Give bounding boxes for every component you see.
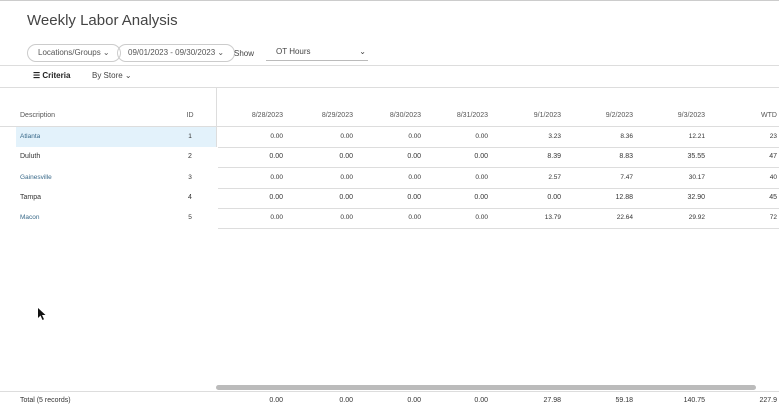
divider (0, 65, 779, 66)
cell: 45 (769, 193, 777, 201)
cell: 0.00 (340, 133, 353, 140)
row-label: Gainesville (20, 173, 52, 181)
cell: 0.00 (408, 133, 421, 140)
selected-row (16, 127, 216, 147)
cell: 0.00 (340, 173, 353, 181)
top-border (0, 0, 779, 1)
date-range-label: 09/01/2023 - 09/30/2023 (128, 48, 216, 57)
cell: 0.00 (407, 153, 421, 161)
scrollbar[interactable] (216, 385, 756, 390)
cell: 8.83 (619, 153, 633, 161)
footer-cell: 0.00 (339, 397, 353, 404)
row-label: Duluth (20, 153, 41, 161)
cell: 0.00 (474, 153, 488, 161)
cell: 4 (188, 193, 192, 201)
show-label: Show (234, 49, 255, 58)
criteria-button[interactable]: ☰ Criteria (33, 71, 71, 80)
cell: 22.64 (616, 214, 633, 222)
page-title: Weekly Labor Analysis (27, 12, 178, 29)
date-range-dropdown[interactable]: 09/01/2023 - 09/30/2023 ⌄ (117, 44, 236, 62)
cell: 23 (769, 133, 777, 140)
row-line (0, 126, 779, 127)
cell: 0.00 (339, 153, 353, 161)
column-header: 8/29/2023 (321, 112, 353, 119)
cell: 0.00 (269, 193, 283, 201)
column-header: WTD (761, 112, 777, 119)
column-header: 8/28/2023 (251, 112, 283, 119)
cell: 7.47 (620, 173, 633, 181)
divider (0, 87, 779, 88)
cell: 13.79 (544, 214, 561, 222)
cell: 3 (188, 173, 192, 181)
footer-cell: 140.75 (683, 397, 705, 404)
criteria-label: Criteria (42, 71, 71, 80)
cell: 0.00 (270, 133, 283, 140)
cell: 0.00 (408, 173, 421, 181)
cell: 0.00 (270, 214, 283, 222)
cell: 35.55 (687, 153, 705, 161)
cell: 0.00 (547, 193, 561, 201)
cell: 0.00 (475, 173, 488, 181)
show-value: OT Hours (276, 47, 311, 56)
cell: 72 (769, 214, 777, 222)
column-header: 8/30/2023 (389, 112, 421, 119)
group-by-dropdown[interactable]: By Store ⌄ (92, 71, 132, 80)
cell: 32.90 (687, 193, 705, 201)
column-header: 9/1/2023 (533, 112, 561, 119)
cell: 40 (769, 173, 777, 181)
column-header: 9/3/2023 (677, 112, 705, 119)
footer-label: Total (5 records) (20, 397, 71, 404)
cell: 0.00 (339, 193, 353, 201)
cell: 2.57 (548, 173, 561, 181)
row-line (218, 228, 779, 230)
row-line (0, 391, 779, 392)
footer-cell: 0.00 (407, 397, 421, 404)
cell: 5 (188, 214, 192, 222)
cell: 0.00 (407, 193, 421, 201)
locations-dropdown[interactable]: Locations/Groups ⌄ (27, 44, 121, 62)
footer-cell: 0.00 (474, 397, 488, 404)
row-label: Tampa (20, 193, 42, 201)
cell: 1 (188, 133, 192, 140)
cell: 30.17 (688, 173, 705, 181)
group-by-label: By Store (92, 71, 123, 80)
cell: 47 (769, 153, 777, 161)
column-header: ID (186, 112, 194, 119)
cell: 0.00 (474, 193, 488, 201)
locations-label: Locations/Groups (38, 48, 101, 57)
cell: 0.00 (475, 214, 488, 222)
frozen-divider (216, 87, 217, 147)
column-header: Description (20, 112, 56, 119)
footer-cell: 227.9 (759, 397, 777, 404)
footer-cell: 59.18 (615, 397, 633, 404)
row-line (218, 167, 779, 169)
cursor (38, 308, 46, 320)
row-line (218, 187, 779, 189)
cell: 0.00 (340, 214, 353, 222)
cell: 3.23 (548, 133, 561, 140)
column-header: 8/31/2023 (456, 112, 488, 119)
cell: 2 (188, 153, 192, 161)
cell: 0.00 (475, 133, 488, 140)
row-line (218, 147, 779, 148)
cell: 0.00 (269, 153, 283, 161)
cell: 0.00 (270, 173, 283, 181)
cell: 12.21 (688, 133, 705, 140)
cell: 29.92 (688, 214, 705, 222)
show-dropdown[interactable]: OT Hours ⌄ (266, 44, 368, 61)
cell: 8.39 (547, 153, 561, 161)
row-label: Atlanta (20, 133, 41, 140)
row-label: Macon (20, 214, 40, 222)
cell: 0.00 (408, 214, 421, 222)
cell: 8.36 (620, 133, 633, 140)
column-header: 9/2/2023 (605, 112, 633, 119)
cell: 12.88 (615, 193, 633, 201)
row-line (218, 207, 779, 209)
footer-cell: 0.00 (269, 397, 283, 404)
footer-cell: 27.98 (543, 397, 561, 404)
